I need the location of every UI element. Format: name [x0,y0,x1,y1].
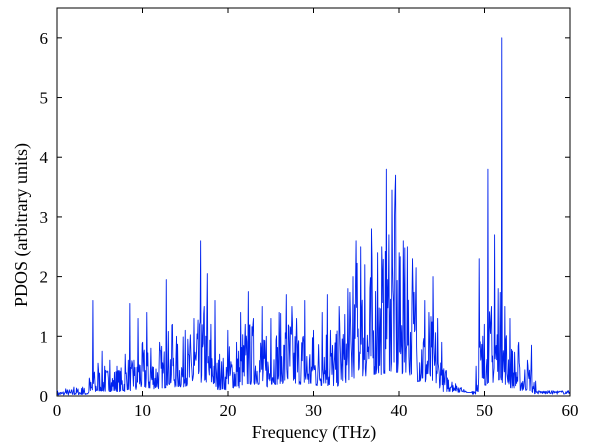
x-tick-label: 50 [476,401,493,420]
x-tick-label: 0 [53,401,62,420]
x-axis-title: Frequency (THz) [252,422,376,443]
y-tick-label: 2 [40,268,49,287]
y-tick-label: 4 [40,148,49,167]
y-tick-label: 1 [40,327,49,346]
x-axis-ticks: 0 10 20 30 40 50 60 [53,8,579,420]
plot-area [56,7,571,397]
y-tick-label: 6 [40,29,49,48]
y-axis-title: PDOS (arbitrary units) [11,143,32,307]
pdos-series-line [56,37,571,396]
y-tick-label: 0 [40,387,49,406]
x-tick-label: 60 [562,401,579,420]
y-tick-label: 3 [40,208,49,227]
x-tick-label: 40 [391,401,408,420]
y-tick-label: 5 [40,89,49,108]
x-tick-label: 10 [134,401,151,420]
x-tick-label: 20 [220,401,237,420]
y-axis-ticks: 0 1 2 3 4 5 6 [40,29,570,406]
x-tick-label: 30 [305,401,322,420]
